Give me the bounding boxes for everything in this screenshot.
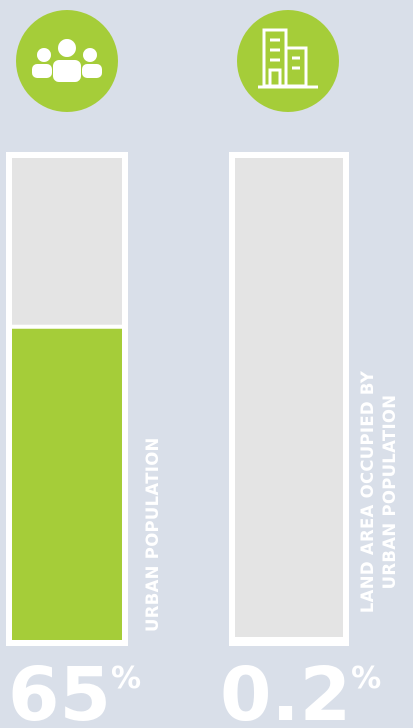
building-icon <box>237 10 339 112</box>
category-line: LAND AREA OCCUPIED BY <box>358 370 377 613</box>
bar-track <box>235 158 343 640</box>
people-icon <box>16 10 118 112</box>
value-number: 65 <box>8 652 111 728</box>
value-label: 65% <box>8 652 141 728</box>
category-label: LAND AREA OCCUPIED BY URBAN POPULATION <box>358 370 399 613</box>
category-line: URBAN POPULATION <box>143 437 162 632</box>
category-line: URBAN POPULATION <box>380 395 399 590</box>
value-label: 0.2% <box>220 652 381 728</box>
bar <box>12 326 122 640</box>
value-unit: % <box>111 661 141 696</box>
value-unit: % <box>351 661 381 696</box>
value-number: 0.2 <box>220 652 351 728</box>
category-label: URBAN POPULATION <box>143 437 162 632</box>
